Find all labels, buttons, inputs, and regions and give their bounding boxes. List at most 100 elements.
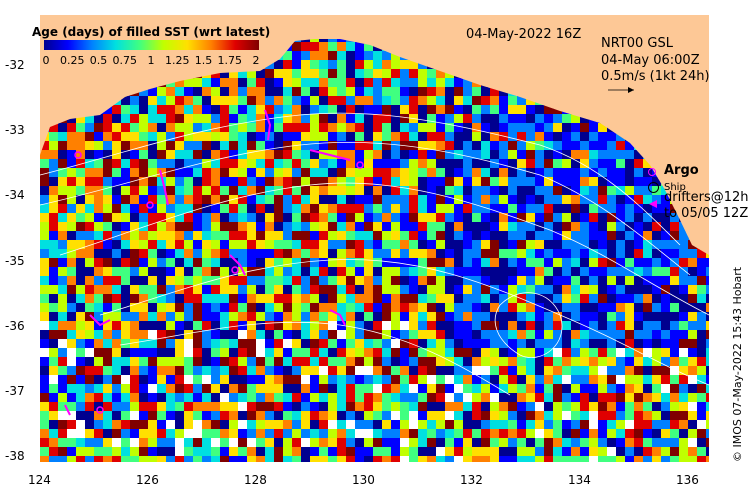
sst-cell [310, 60, 320, 70]
sst-cell [544, 339, 554, 349]
sst-cell [256, 159, 266, 169]
sst-cell [706, 348, 709, 358]
sst-cell [238, 411, 248, 421]
sst-cell [220, 285, 230, 295]
sst-cell [301, 150, 311, 160]
sst-cell [472, 339, 482, 349]
sst-cell [427, 375, 437, 385]
sst-cell [202, 186, 212, 196]
sst-cell [328, 276, 338, 286]
sst-cell [193, 429, 203, 439]
sst-cell [130, 213, 140, 223]
sst-cell [346, 96, 356, 106]
sst-cell [355, 393, 365, 403]
sst-cell [238, 123, 248, 133]
sst-cell [472, 276, 482, 286]
sst-cell [373, 294, 383, 304]
sst-cell [274, 411, 284, 421]
sst-cell [193, 411, 203, 421]
sst-cell [364, 438, 374, 448]
sst-cell [211, 285, 221, 295]
sst-cell [112, 294, 122, 304]
drifter-track [309, 149, 351, 161]
sst-cell [373, 267, 383, 277]
sst-cell [328, 177, 338, 187]
sst-cell [553, 420, 563, 430]
sst-cell [382, 123, 392, 133]
sst-cell [40, 150, 50, 160]
sst-cell [670, 222, 680, 232]
sst-cell [283, 51, 293, 61]
sst-cell [49, 330, 59, 340]
sst-cell [472, 330, 482, 340]
sst-cell [220, 150, 230, 160]
sst-cell [229, 240, 239, 250]
sst-cell [580, 177, 590, 187]
sst-cell [427, 456, 437, 462]
sst-cell [679, 285, 689, 295]
sst-cell [508, 312, 518, 322]
sst-cell [202, 177, 212, 187]
sst-cell [643, 348, 653, 358]
sst-cell [337, 195, 347, 205]
sst-cell [490, 258, 500, 268]
sst-cell [175, 150, 185, 160]
sst-cell [706, 312, 709, 322]
sst-cell [364, 60, 374, 70]
sst-cell [211, 303, 221, 313]
sst-cell [265, 105, 275, 115]
sst-cell [256, 96, 266, 106]
drifter-track [64, 404, 71, 416]
sst-cell [211, 204, 221, 214]
sst-cell [265, 177, 275, 187]
sst-cell [301, 411, 311, 421]
sst-cell [472, 150, 482, 160]
sst-cell [571, 231, 581, 241]
sst-cell [301, 303, 311, 313]
sst-cell [292, 114, 302, 124]
sst-cell [472, 195, 482, 205]
sst-cell [310, 357, 320, 367]
sst-cell [445, 357, 455, 367]
sst-cell [427, 231, 437, 241]
sst-cell [670, 240, 680, 250]
sst-cell [661, 348, 671, 358]
sst-cell [355, 195, 365, 205]
sst-cell [643, 258, 653, 268]
sst-cell [373, 114, 383, 124]
sst-cell [337, 159, 347, 169]
sst-cell [562, 285, 572, 295]
sst-cell [382, 87, 392, 97]
sst-cell [652, 456, 662, 462]
sst-cell [193, 402, 203, 412]
lat-tick-label: -37 [5, 384, 25, 398]
sst-cell [616, 429, 626, 439]
sst-cell [283, 87, 293, 97]
sst-cell [211, 375, 221, 385]
sst-cell [229, 294, 239, 304]
sst-cell [355, 249, 365, 259]
sst-cell [211, 105, 221, 115]
sst-cell [418, 222, 428, 232]
sst-cell [67, 222, 77, 232]
sst-cell [274, 276, 284, 286]
sst-cell [301, 348, 311, 358]
sst-cell [580, 168, 590, 178]
sst-cell [256, 267, 266, 277]
sst-cell [670, 285, 680, 295]
sst-cell [445, 222, 455, 232]
sst-cell [661, 294, 671, 304]
sst-cell [490, 411, 500, 421]
sst-cell [103, 141, 113, 151]
sst-cell [580, 366, 590, 376]
sst-cell [301, 195, 311, 205]
sst-cell [283, 267, 293, 277]
sst-cell [481, 204, 491, 214]
sst-cell [148, 267, 158, 277]
sst-cell [328, 393, 338, 403]
sst-cell [382, 438, 392, 448]
sst-cell [436, 222, 446, 232]
sst-cell [103, 222, 113, 232]
sst-cell [409, 429, 419, 439]
sst-cell [427, 141, 437, 151]
